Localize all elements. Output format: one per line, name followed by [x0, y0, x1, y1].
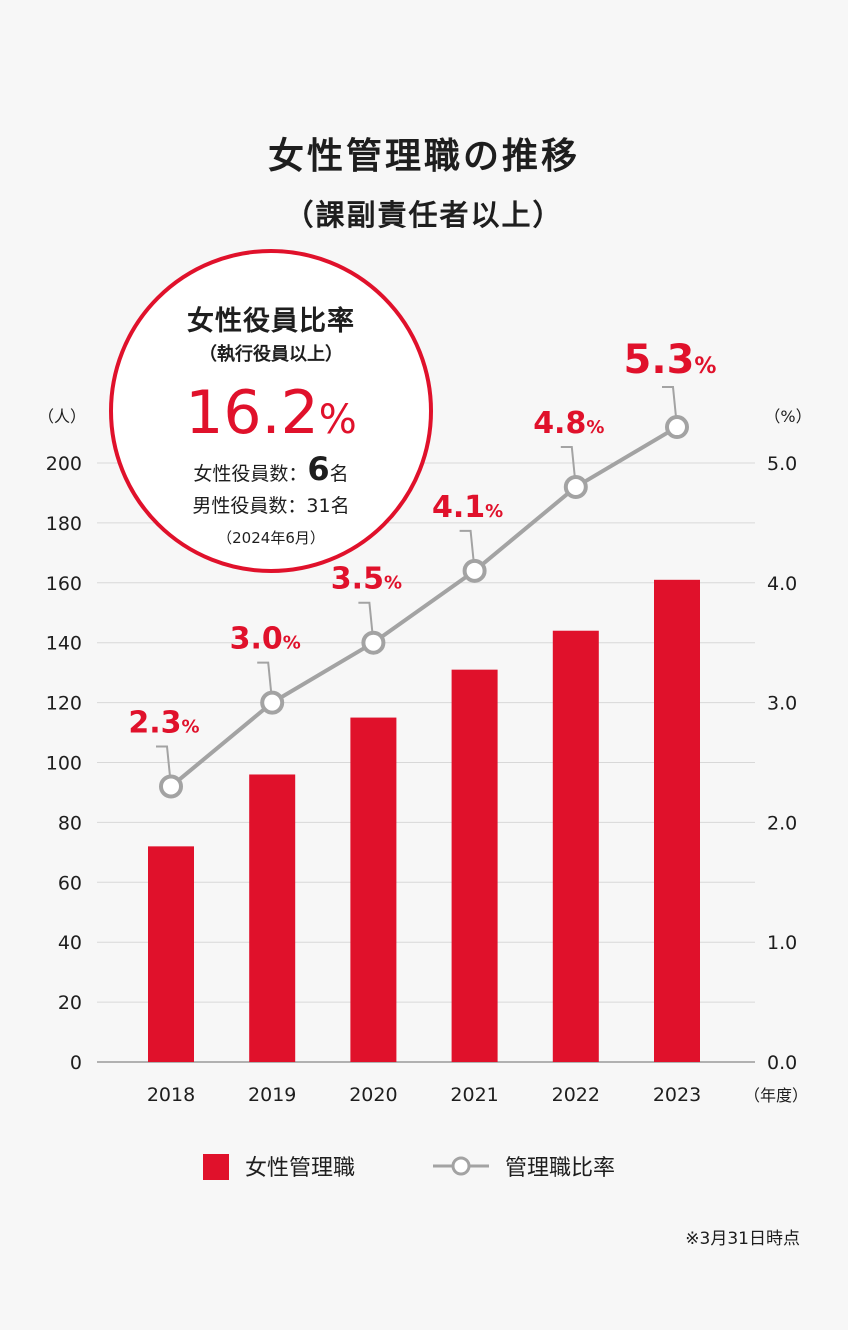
- bar-2023: [654, 579, 700, 1062]
- data-label-value: 3.5: [331, 562, 384, 597]
- x-label-2021: 2021: [450, 1084, 498, 1106]
- left-tick-label: 0: [70, 1052, 82, 1074]
- right-tick-label: 5.0: [767, 453, 797, 475]
- data-label-value: 4.1: [432, 490, 485, 525]
- leader-line: [560, 445, 577, 488]
- callout-value-suffix: %: [319, 397, 357, 443]
- point-2019: [260, 690, 285, 715]
- callout-value-text: 16.2%: [185, 378, 357, 448]
- data-label-2019: 3.0%: [230, 622, 301, 657]
- callout-female-label: 女性役員数：: [193, 463, 307, 485]
- left-tick-label: 160: [46, 573, 82, 595]
- legend-label-line: 管理職比率: [505, 1156, 615, 1181]
- data-label-suffix: %: [283, 633, 301, 654]
- right-tick-label: 3.0: [767, 693, 797, 715]
- right-tick-label: 2.0: [767, 812, 797, 834]
- callout-female-count: 6: [307, 450, 329, 488]
- callout-male-line: 男性役員数：31名: [192, 495, 349, 517]
- x-label-2022: 2022: [552, 1084, 600, 1106]
- data-label-2020: 3.5%: [331, 562, 402, 597]
- left-axis-unit: （人）: [38, 407, 86, 426]
- legend-label-bar: 女性管理職: [245, 1156, 355, 1181]
- callout-value: 16.2: [185, 378, 319, 448]
- leader-line: [257, 661, 274, 703]
- left-tick-label: 80: [58, 812, 82, 834]
- left-tick-label: 180: [46, 513, 82, 535]
- x-axis-labels: 2018 2019 2020 2021 2022 2023: [147, 1084, 701, 1106]
- left-tick-label: 40: [58, 932, 82, 954]
- leader-line: [459, 529, 476, 571]
- data-label-suffix: %: [182, 716, 200, 737]
- data-label-2021: 4.1%: [432, 490, 503, 525]
- point-2022: [563, 474, 588, 499]
- callout-subtitle: （執行役員以上）: [199, 343, 343, 365]
- legend: 女性管理職 管理職比率: [203, 1154, 615, 1181]
- callout-female-unit: 名: [330, 463, 349, 485]
- data-label-value: 3.0: [230, 622, 283, 657]
- left-tick-label: 60: [58, 872, 82, 894]
- data-label-value: 5.3: [624, 337, 695, 383]
- left-tick-label: 20: [58, 992, 82, 1014]
- data-label-value: 4.8: [533, 406, 586, 441]
- data-label-value: 2.3: [128, 705, 181, 740]
- executive-ratio-callout: 女性役員比率 （執行役員以上） 16.2% 女性役員数：6名 男性役員数：31名…: [109, 249, 433, 573]
- leader-line: [156, 745, 172, 787]
- chart-title: 女性管理職の推移: [268, 136, 580, 177]
- right-axis-ticks: 0.0 1.0 2.0 3.0 4.0 5.0: [767, 453, 797, 1074]
- left-tick-label: 140: [46, 633, 82, 655]
- x-axis-unit: （年度）: [744, 1086, 808, 1105]
- ratio-line: [169, 425, 679, 789]
- legend-swatch-bar: [203, 1154, 229, 1180]
- data-label-suffix: %: [485, 501, 503, 522]
- chart-subtitle: （課副責任者以上）: [284, 198, 563, 232]
- leader-line: [358, 601, 375, 643]
- data-label-2023: 5.3%: [624, 337, 717, 383]
- callout-date: （2024年6月）: [217, 529, 325, 547]
- line-series: [156, 386, 689, 799]
- callout-circle: [109, 249, 433, 573]
- right-tick-label: 0.0: [767, 1052, 797, 1074]
- bar-series: [148, 579, 700, 1062]
- bar-2018: [148, 846, 194, 1062]
- bar-2019: [249, 774, 296, 1062]
- bar-2021: [451, 669, 498, 1062]
- point-2020: [361, 630, 386, 655]
- legend-swatch-marker: [451, 1156, 471, 1176]
- data-label-suffix: %: [694, 354, 716, 379]
- left-tick-label: 100: [46, 753, 82, 775]
- callout-female-line: 女性役員数：6名: [193, 450, 348, 488]
- footnote: ※3月31日時点: [685, 1229, 800, 1249]
- x-label-2020: 2020: [349, 1084, 397, 1106]
- left-axis-ticks: 0 20 40 60 80 100 120 140 160 180 200: [46, 453, 82, 1074]
- leader-line: [662, 386, 678, 428]
- right-tick-label: 4.0: [767, 573, 797, 595]
- data-label-2022: 4.8%: [533, 406, 604, 441]
- data-label-suffix: %: [384, 573, 402, 594]
- x-label-2019: 2019: [248, 1084, 296, 1106]
- right-axis-unit: （%）: [764, 407, 811, 426]
- x-label-2023: 2023: [653, 1084, 701, 1106]
- point-2023: [665, 415, 689, 440]
- point-2021: [462, 558, 487, 583]
- point-2018: [159, 774, 183, 799]
- data-label-2018: 2.3%: [128, 705, 199, 740]
- line-data-labels: 2.3%3.0%3.5%4.1%4.8%5.3%: [128, 337, 716, 740]
- left-tick-label: 200: [46, 453, 82, 475]
- bar-2020: [350, 717, 397, 1062]
- callout-title: 女性役員比率: [187, 305, 355, 337]
- data-label-suffix: %: [586, 417, 604, 438]
- right-tick-label: 1.0: [767, 932, 797, 954]
- left-tick-label: 120: [46, 693, 82, 715]
- bar-2022: [552, 630, 599, 1062]
- x-label-2018: 2018: [147, 1084, 195, 1106]
